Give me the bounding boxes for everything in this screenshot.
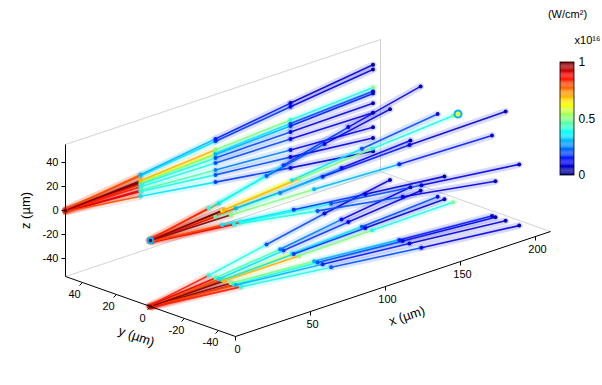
svg-text:0: 0 [234, 343, 240, 355]
svg-text:(W/cm²): (W/cm²) [548, 8, 587, 20]
svg-text:1: 1 [579, 55, 586, 69]
svg-text:0.5: 0.5 [579, 112, 596, 126]
svg-text:40: 40 [68, 288, 80, 300]
svg-text:0: 0 [52, 204, 58, 216]
svg-text:y (µm): y (µm) [117, 323, 157, 349]
svg-text:0: 0 [579, 168, 586, 182]
svg-text:20: 20 [46, 180, 58, 192]
svg-text:z (µm): z (µm) [18, 192, 33, 229]
svg-text:100: 100 [378, 293, 396, 305]
svg-text:40: 40 [46, 156, 58, 168]
svg-text:50: 50 [306, 318, 318, 330]
svg-text:20: 20 [102, 300, 114, 312]
svg-text:0: 0 [139, 312, 145, 324]
svg-text:-20: -20 [169, 324, 185, 336]
svg-text:x (µm): x (µm) [387, 303, 427, 329]
svg-text:200: 200 [528, 243, 546, 255]
svg-text:-40: -40 [203, 336, 219, 348]
svg-text:-20: -20 [43, 228, 59, 240]
svg-text:150: 150 [453, 268, 471, 280]
svg-text:x10¹⁶: x10¹⁶ [575, 34, 601, 46]
svg-text:-40: -40 [43, 252, 59, 264]
